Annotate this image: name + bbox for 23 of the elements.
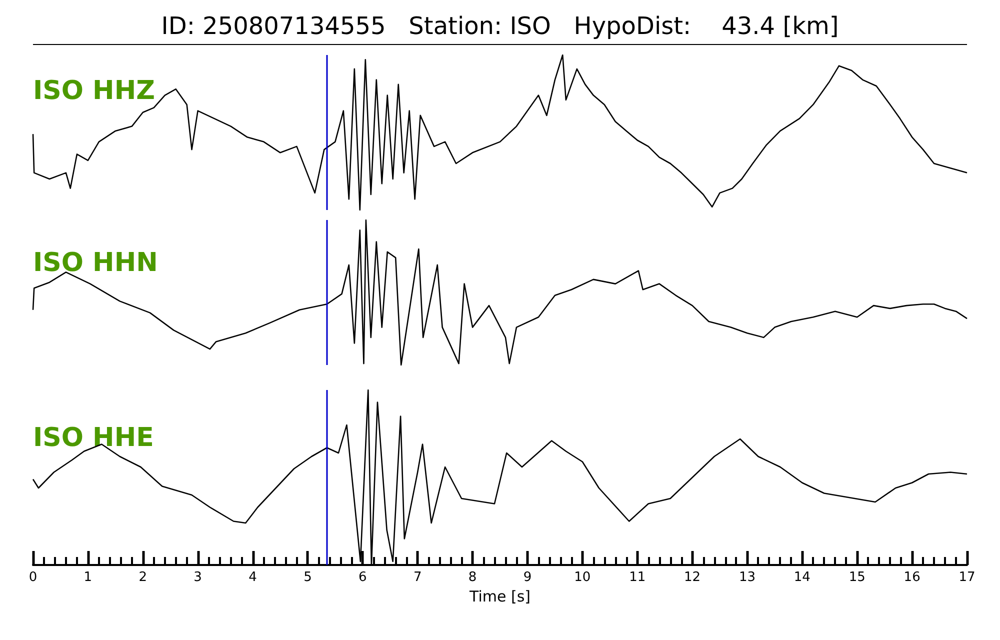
x-tick-label: 4 bbox=[248, 570, 257, 585]
x-tick-label: 14 bbox=[794, 570, 810, 585]
x-tick-label: 0 bbox=[28, 570, 38, 585]
x-tick-label: 7 bbox=[413, 570, 422, 585]
x-tick-label: 3 bbox=[194, 570, 202, 585]
x-tick-label: 15 bbox=[848, 570, 866, 585]
x-tick-label: 5 bbox=[304, 570, 312, 585]
annotation: ISO HHE bbox=[33, 423, 154, 453]
x-tick-label: 1 bbox=[84, 570, 92, 585]
annotation: ISO HHN bbox=[33, 248, 158, 278]
x-tick-label: 10 bbox=[574, 570, 591, 585]
x-axis-title: Time [s] bbox=[468, 587, 530, 606]
x-tick-label: 16 bbox=[904, 570, 920, 585]
x-tick-label: 6 bbox=[358, 570, 367, 585]
x-tick-label: 17 bbox=[958, 570, 976, 585]
x-tick-label: 8 bbox=[468, 570, 477, 585]
x-tick-label: 12 bbox=[684, 570, 701, 585]
annotation: ISO HHZ bbox=[33, 76, 155, 106]
x-tick-label: 13 bbox=[738, 570, 756, 585]
chart-title: ID: 250807134555 Station: ISO HypoDist: 43.4 [km] bbox=[33, 8, 967, 45]
x-tick-label: 11 bbox=[629, 570, 646, 585]
x-tick-label: 9 bbox=[523, 570, 532, 585]
x-tick-label: 2 bbox=[138, 570, 148, 585]
